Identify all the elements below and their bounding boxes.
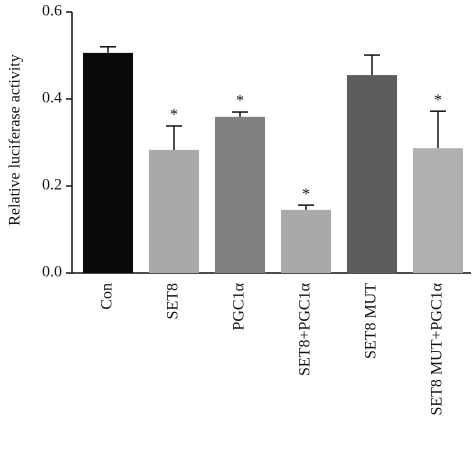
error-bar <box>100 46 116 53</box>
bar <box>281 209 331 273</box>
error-bar <box>166 125 182 150</box>
y-tick-label: 0.2 <box>42 177 62 194</box>
y-tick-label: 0.0 <box>42 264 62 281</box>
x-tick-label: Con <box>99 283 116 310</box>
bar <box>149 149 199 273</box>
y-axis-label: Relative luciferase activity <box>7 54 24 225</box>
bar <box>83 52 133 273</box>
error-bar <box>430 110 446 149</box>
error-bar <box>232 111 248 117</box>
significance-label: * <box>434 92 442 109</box>
x-tick-label: SET8 <box>165 283 182 319</box>
error-bar <box>298 204 314 210</box>
significance-label: * <box>170 107 178 124</box>
error-bar <box>364 54 380 76</box>
x-tick-label: SET8 MUT <box>363 283 380 359</box>
bar <box>215 116 265 274</box>
significance-label: * <box>236 93 244 110</box>
x-tick-label: PGC1α <box>231 282 248 330</box>
x-tick-label: SET8 MUT+PGC1α <box>429 282 446 415</box>
bar <box>347 75 397 273</box>
y-tick-label: 0.4 <box>42 90 62 107</box>
bar <box>413 148 463 273</box>
significance-label: * <box>302 186 310 203</box>
x-tick-label: SET8+PGC1α <box>297 282 314 376</box>
y-tick-label: 0.6 <box>42 3 62 20</box>
